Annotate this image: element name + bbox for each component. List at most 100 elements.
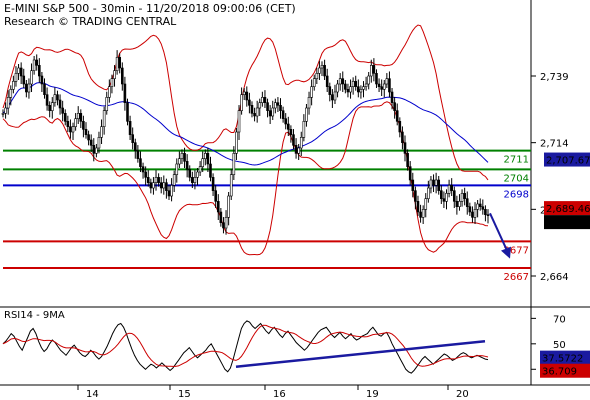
candle-body [222,222,225,229]
candle-body [76,113,80,119]
candle-body [406,153,409,167]
candle-body [170,185,173,197]
candle-body [121,67,124,85]
candle-body [201,158,205,167]
candle-body [318,67,321,74]
candle-body [351,81,355,87]
candle-body [305,107,308,122]
candle-body [66,121,70,127]
candle-body [100,126,103,138]
time-tick-label: 20 [456,389,469,400]
candle-body [297,147,300,154]
candle-body [43,83,46,95]
candle-body [369,65,373,77]
candle-body [307,97,311,109]
candle-body [473,209,477,218]
candle-body [180,153,184,159]
candle-body [377,83,381,87]
candle-body [149,182,153,189]
candle-body [82,121,85,130]
candle-body [279,105,282,111]
candle-body [209,163,212,178]
candle-body [30,70,33,85]
candle-body [115,57,119,71]
candle-body [382,83,386,90]
rsi-tag-label: 36.709 [542,367,577,378]
candle-body [445,193,448,202]
candle-body [315,73,319,79]
candle-body [437,179,441,191]
candle-body [331,94,334,101]
candle-body [390,91,394,103]
candle-body [4,107,7,114]
candle-body [442,198,446,202]
candle-body [263,97,267,103]
candle-body [224,217,228,229]
rsi-tick-label: 50 [553,340,566,351]
candle-body [159,182,163,189]
candle-body [14,73,18,82]
candle-body [178,158,181,165]
candle-body [61,107,64,114]
candle-body [157,177,160,183]
price-levels: 2711 2704 2698 2677 2667 [3,149,531,283]
candle-body [289,129,293,135]
candle-body [183,153,186,162]
candle-body [193,177,197,183]
candle-body [131,134,134,143]
candle-body [172,174,176,186]
forecast-arrow [489,212,511,259]
candle-body [203,153,207,159]
candle-body [17,67,20,74]
candle-body [128,121,132,135]
candle-body [40,75,44,85]
candle-body [1,113,5,115]
candle-body [411,179,415,191]
candle-body [447,185,451,194]
candle-body [403,142,407,154]
candle-body [398,121,402,133]
candle-body [367,75,370,85]
candle-body [211,177,215,191]
price-tag-label: 2,689.46 [546,204,590,215]
candle-body [141,166,145,173]
candle-body [481,206,485,210]
candle-body [237,110,241,133]
time-tick-label: 16 [273,389,286,400]
candle-body [344,83,347,90]
candle-body [284,118,288,125]
price-tick-label: 2,714 [540,139,569,150]
candle-body [105,97,109,111]
price-tag-label: 2,686.75 [546,218,590,229]
candle-body [421,209,425,218]
time-tick-label: 19 [366,389,379,400]
time-axis: 14 15 16 19 20 [77,385,469,400]
candle-body [299,137,303,149]
chart-title: E-MINI S&P 500 - 30min - 11/20/2018 09:0… [4,2,296,15]
candle-body [484,209,487,215]
candle-body [235,131,238,154]
candle-body [310,86,313,98]
candle-body [74,118,77,127]
rsi-tag-box [540,363,590,378]
candle-body [336,83,339,93]
candle-body [165,182,168,191]
candle-body [468,206,472,213]
candle-body [69,126,72,133]
indicator-overlays [2,24,489,256]
candle-body [56,94,59,101]
candle-body [196,171,199,178]
candle-body [364,83,368,87]
level-label-2704: 2704 [504,173,529,184]
candle-body [87,134,90,141]
candle-body [401,131,404,143]
candle-body [48,105,51,111]
candle-body [341,78,345,85]
candle-body [89,139,93,146]
candle-body [9,89,13,98]
candle-body [346,89,350,93]
candle-body [6,97,10,109]
candle-body [126,102,129,122]
candle-body [359,89,363,93]
candle-body [432,179,435,186]
